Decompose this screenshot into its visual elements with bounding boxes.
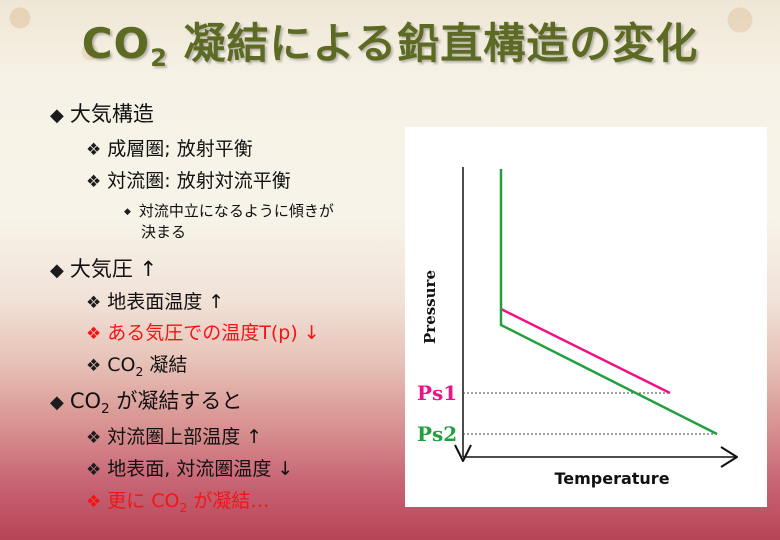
- bullet-lapse-rate: ◆ 対流中立になるように傾きが: [124, 200, 334, 221]
- bullet-text: CO: [107, 354, 136, 376]
- bullet-upper-trop: ❖ 対流圏上部温度 ↑: [86, 422, 262, 449]
- four-diamond-bullet-icon: ❖: [86, 324, 102, 344]
- bullet-when-condense: ◆ CO2 が凝結すると: [50, 385, 243, 417]
- bullet-pressure-up: ◆ 大気圧 ↑: [50, 253, 157, 283]
- bullet-subscript: 2: [101, 401, 110, 417]
- slide-title: CO2 凝結による鉛直構造の変化: [0, 10, 780, 72]
- diamond-bullet-icon: ◆: [50, 260, 64, 281]
- bullet-label: 決まる: [141, 223, 187, 241]
- bullet-text: CO: [69, 389, 102, 413]
- bullet-label: 対流圏上部温度 ↑: [107, 426, 263, 448]
- four-diamond-bullet-icon: ❖: [86, 460, 102, 480]
- bullet-label: 成層圏; 放射平衡: [107, 138, 253, 160]
- four-diamond-bullet-icon: ❖: [86, 140, 102, 160]
- bullet-stratosphere: ❖ 成層圏; 放射平衡: [86, 134, 253, 161]
- bullet-temp-at-pressure: ❖ ある気圧での温度T(p) ↓: [86, 318, 320, 345]
- bullet-troposphere: ❖ 対流圏: 放射対流平衡: [86, 166, 291, 193]
- four-diamond-bullet-icon: ❖: [86, 356, 102, 376]
- bullet-atm-structure: ◆ 大気構造: [50, 98, 154, 128]
- bullet-label: 大気構造: [69, 102, 154, 126]
- bullet-subscript: 2: [179, 501, 188, 515]
- bullet-label: 対流中立になるように傾きが: [138, 202, 334, 220]
- title-subscript: 2: [150, 44, 168, 72]
- diagram-svg: Pressure Temperature Ps1 Ps2: [417, 167, 738, 488]
- bullet-surface-temp: ❖ 地表面温度 ↑: [86, 287, 224, 314]
- bullet-label: 地表面温度 ↑: [107, 291, 225, 313]
- diamond-bullet-icon: ◆: [50, 392, 64, 413]
- diamond-bullet-icon: ◆: [50, 105, 64, 126]
- bullet-co2-condense: ❖ CO2 凝結: [86, 350, 188, 379]
- bullet-more-condense: ❖ 更に CO2 が凝結…: [86, 486, 270, 515]
- x-axis-arrow-icon: [720, 446, 738, 468]
- four-diamond-bullet-icon: ❖: [86, 293, 102, 313]
- bullet-text: 凝結: [143, 354, 188, 376]
- ps2-label: Ps2: [417, 422, 457, 446]
- small-diamond-bullet-icon: ◆: [124, 207, 131, 217]
- bullet-text: が凝結…: [187, 490, 270, 512]
- four-diamond-bullet-icon: ❖: [86, 492, 102, 512]
- bullet-label: 大気圧 ↑: [69, 257, 158, 281]
- ps1-label: Ps1: [417, 381, 457, 405]
- x-axis-label: Temperature: [554, 469, 669, 488]
- bullet-label: 地表面, 対流圏温度 ↓: [107, 458, 294, 480]
- bullet-surface-trop: ❖ 地表面, 対流圏温度 ↓: [86, 454, 293, 481]
- title-rest: 凝結による鉛直構造の変化: [167, 19, 699, 68]
- four-diamond-bullet-icon: ❖: [86, 428, 102, 448]
- y-axis-label: Pressure: [421, 270, 439, 344]
- title-co: CO: [81, 19, 151, 68]
- bullet-text: が凝結すると: [109, 389, 243, 413]
- four-diamond-bullet-icon: ❖: [86, 172, 102, 192]
- temperature-pressure-diagram: Pressure Temperature Ps1 Ps2: [405, 127, 767, 507]
- bullet-label: ある気圧での温度T(p) ↓: [107, 322, 320, 344]
- y-axis-arrow-icon: [454, 444, 472, 462]
- bullet-text: 更に CO: [107, 490, 180, 512]
- profile-ps1-line: [500, 307, 671, 395]
- bullet-subscript: 2: [135, 365, 144, 379]
- bullet-label: 対流圏: 放射対流平衡: [107, 170, 291, 192]
- bullet-lapse-rate-cont: 決まる: [141, 221, 186, 242]
- profile-ps2-line: [499, 169, 718, 436]
- background-decoration: [0, 0, 780, 82]
